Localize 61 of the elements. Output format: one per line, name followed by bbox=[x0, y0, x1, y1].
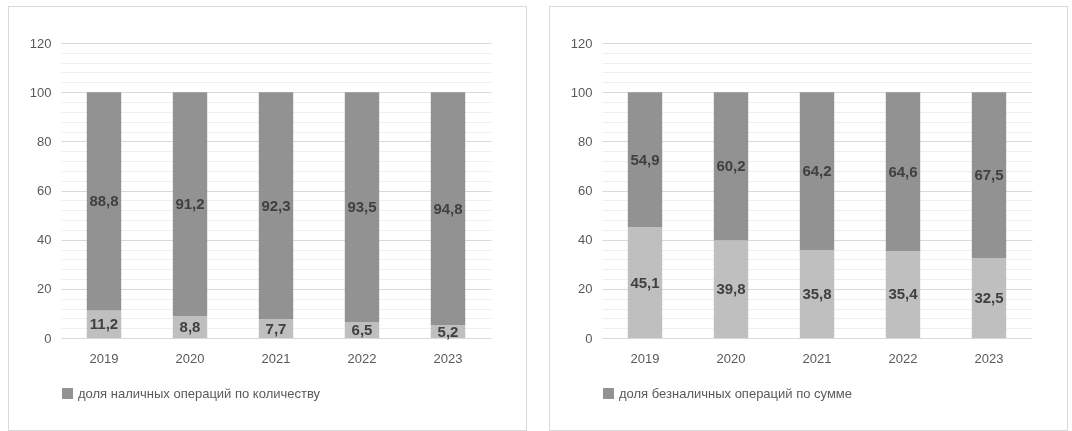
data-label: 32,5 bbox=[974, 289, 1004, 307]
data-label: 5,2 bbox=[437, 322, 459, 340]
data-label: 11,2 bbox=[89, 315, 119, 333]
data-label: 54,9 bbox=[630, 150, 660, 168]
data-label: 64,6 bbox=[888, 162, 918, 180]
data-label: 64,2 bbox=[802, 162, 832, 180]
y-tick-label: 120 bbox=[570, 35, 593, 51]
y-tick-label: 100 bbox=[29, 84, 52, 100]
y-tick-label: 0 bbox=[44, 330, 52, 346]
data-label: 94,8 bbox=[433, 199, 463, 217]
data-label: 93,5 bbox=[347, 198, 377, 216]
bar bbox=[258, 92, 294, 320]
legend-label: доля наличных операций по количеству bbox=[78, 385, 321, 401]
y-tick-label: 40 bbox=[578, 232, 593, 248]
y-tick-label: 0 bbox=[585, 330, 593, 346]
y-tick-label: 60 bbox=[37, 183, 52, 198]
x-tick-label: 2023 bbox=[433, 350, 463, 366]
data-label: 60,2 bbox=[716, 157, 746, 175]
x-tick-label: 2021 bbox=[261, 350, 291, 366]
x-tick-label: 2022 bbox=[347, 350, 377, 366]
bar bbox=[799, 92, 835, 250]
x-tick-label: 2019 bbox=[630, 350, 660, 366]
y-tick-label: 60 bbox=[578, 183, 593, 198]
y-tick-label: 40 bbox=[37, 232, 52, 248]
data-label: 45,1 bbox=[630, 273, 660, 291]
y-tick-label: 100 bbox=[570, 84, 593, 100]
data-label: 88,8 bbox=[89, 192, 119, 210]
x-tick-label: 2020 bbox=[716, 350, 746, 366]
bar bbox=[971, 258, 1007, 338]
data-label: 35,8 bbox=[802, 285, 832, 302]
bar bbox=[86, 92, 122, 311]
bar bbox=[885, 250, 921, 338]
bar bbox=[627, 227, 663, 338]
y-tick-label: 120 bbox=[29, 35, 52, 51]
data-label: 91,2 bbox=[175, 195, 205, 213]
bar bbox=[713, 240, 749, 338]
data-label: 35,4 bbox=[888, 285, 919, 303]
bar bbox=[971, 92, 1007, 259]
data-label: 6,5 bbox=[351, 321, 373, 339]
data-label: 7,7 bbox=[265, 319, 287, 337]
y-tick-label: 80 bbox=[578, 133, 593, 149]
y-tick-label: 20 bbox=[578, 281, 593, 297]
x-tick-label: 2021 bbox=[802, 350, 832, 366]
data-label: 92,3 bbox=[261, 196, 291, 214]
y-tick-label: 20 bbox=[37, 281, 52, 297]
bar bbox=[799, 249, 835, 338]
x-tick-label: 2019 bbox=[89, 350, 119, 366]
bar bbox=[627, 92, 663, 228]
bar bbox=[885, 92, 921, 251]
x-tick-label: 2022 bbox=[888, 350, 918, 366]
y-tick-label: 80 bbox=[37, 133, 52, 149]
data-label: 67,5 bbox=[974, 166, 1004, 184]
x-tick-label: 2020 bbox=[175, 350, 205, 366]
data-label: 39,8 bbox=[716, 280, 746, 298]
bar bbox=[713, 92, 749, 241]
x-tick-label: 2023 bbox=[974, 350, 1004, 366]
legend-label: доля безналичных операций по сумме bbox=[619, 385, 853, 401]
bar bbox=[172, 92, 208, 317]
bar bbox=[344, 92, 380, 323]
data-label: 8,8 bbox=[179, 318, 201, 336]
bar bbox=[430, 92, 466, 326]
